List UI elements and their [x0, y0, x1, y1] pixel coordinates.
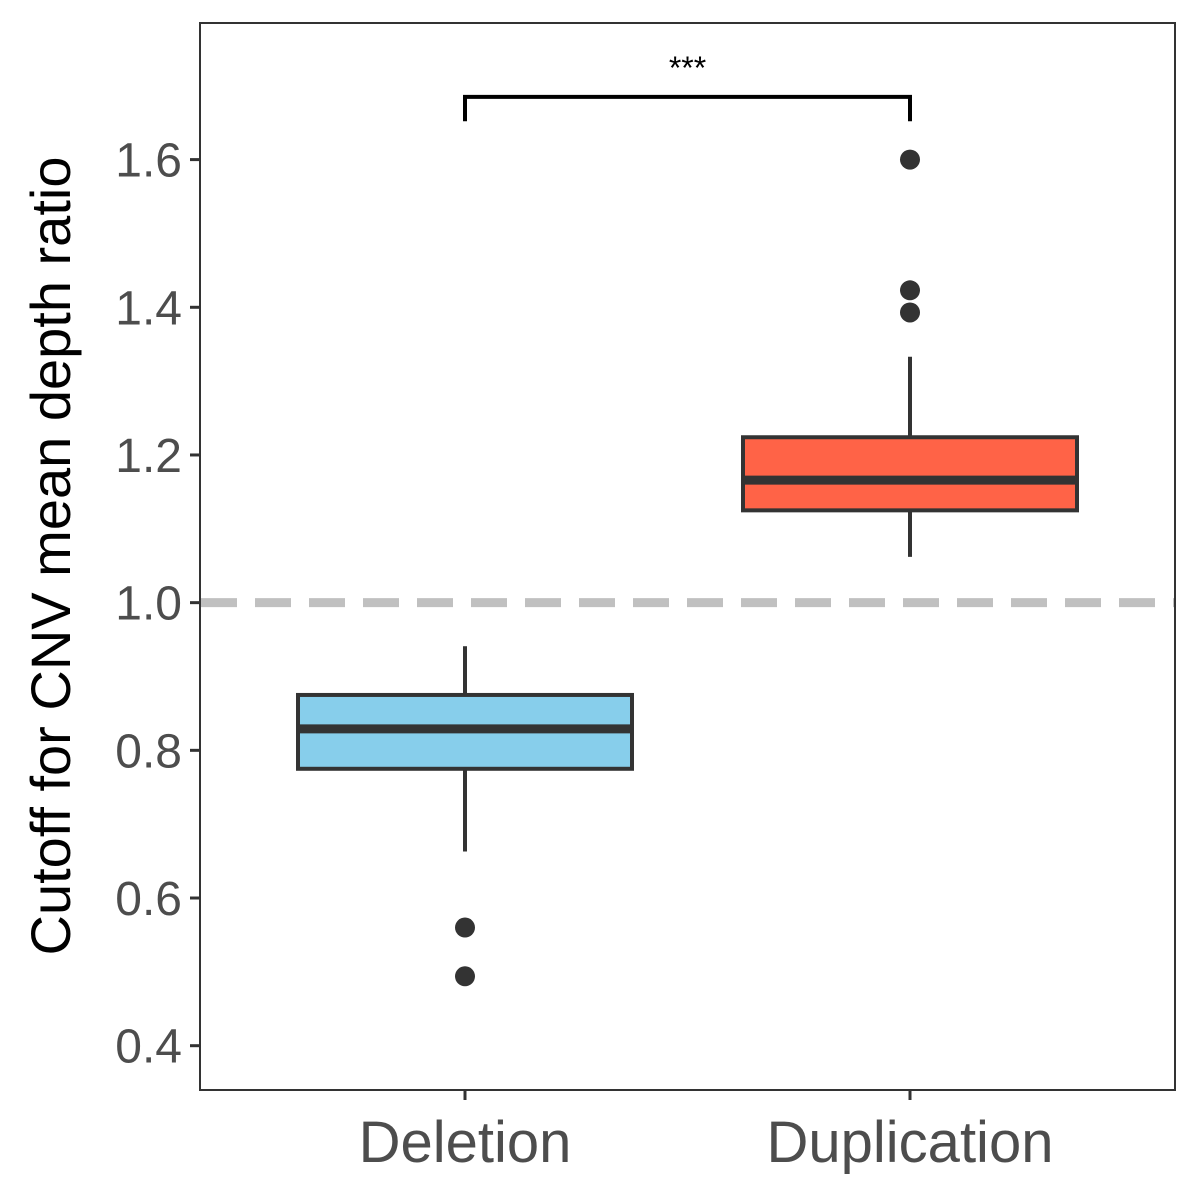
significance-label: *** — [669, 50, 706, 86]
duplication-outlier-point-2 — [900, 280, 920, 301]
y-tick-label: 0.8 — [115, 725, 182, 778]
duplication-outlier-point-3 — [900, 302, 920, 323]
y-tick-label: 0.6 — [115, 873, 182, 926]
x-tick-label-duplication: Duplication — [767, 1110, 1054, 1175]
axes: 0.4 0.6 0.8 1.0 1.2 1.4 1.6 Deletion Duplication — [115, 135, 1053, 1175]
deletion-outlier-point-1 — [455, 917, 475, 938]
y-tick-label: 1.0 — [115, 578, 182, 631]
significance-bracket — [463, 94, 912, 122]
x-tick-label-deletion: Deletion — [359, 1110, 572, 1175]
deletion-outlier-point-2 — [455, 966, 475, 987]
y-axis-title: Cutoff for CNV mean depth ratio — [19, 157, 82, 956]
plot-marks: *** — [201, 50, 1174, 987]
y-tick-label: 0.4 — [115, 1021, 182, 1074]
y-tick-label: 1.6 — [115, 135, 182, 188]
y-tick-label: 1.4 — [115, 282, 182, 335]
y-tick-label: 1.2 — [115, 430, 182, 483]
duplication-box — [741, 435, 1079, 513]
duplication-outlier-point-1 — [900, 149, 920, 170]
panel-border — [199, 22, 1176, 1091]
